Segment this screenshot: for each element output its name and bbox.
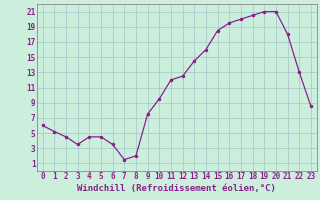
X-axis label: Windchill (Refroidissement éolien,°C): Windchill (Refroidissement éolien,°C) xyxy=(77,184,276,193)
